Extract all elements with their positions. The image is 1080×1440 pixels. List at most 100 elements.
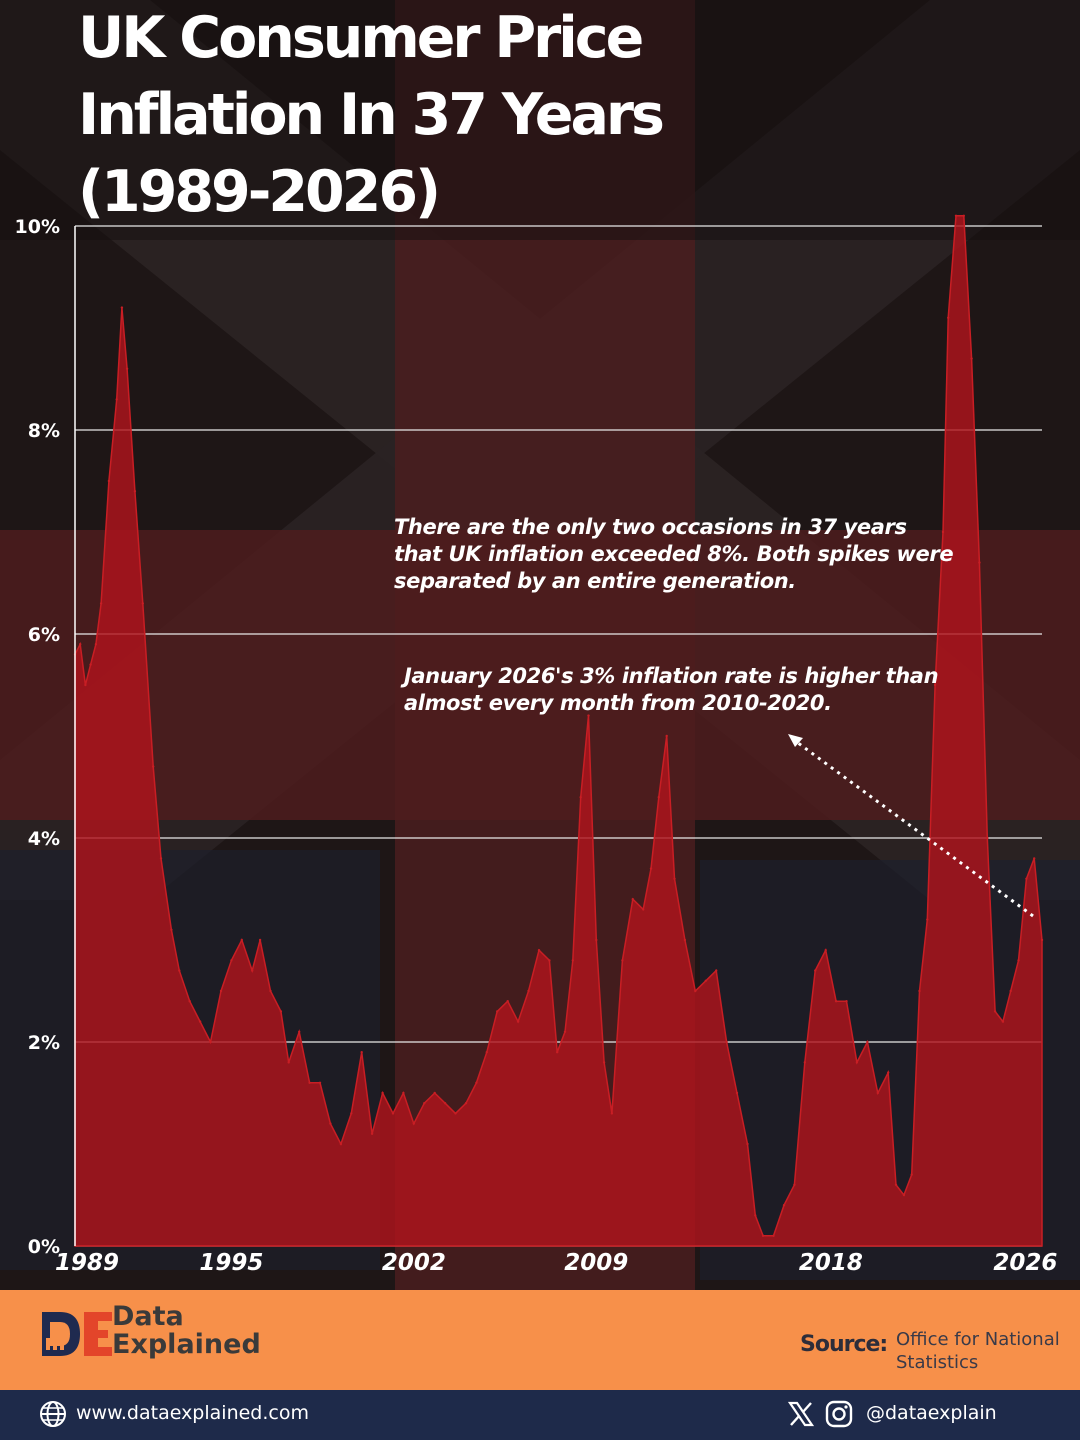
data-point (433, 1091, 436, 1095)
data-point (89, 663, 92, 666)
data-point (824, 949, 827, 952)
data-point (1009, 989, 1012, 993)
data-point (402, 1091, 405, 1095)
data-point (370, 1132, 374, 1136)
x-tick-label: 2026 (993, 1250, 1057, 1276)
data-point (814, 969, 817, 972)
website-link[interactable]: www.dataexplained.com (76, 1402, 309, 1424)
data-point (107, 479, 111, 483)
data-point (855, 1061, 859, 1064)
data-point (962, 214, 965, 217)
data-point (527, 989, 530, 993)
data-point (845, 1000, 848, 1003)
data-point (587, 714, 590, 717)
data-point (412, 1122, 415, 1125)
data-point (954, 214, 958, 217)
data-point (308, 1081, 311, 1085)
data-point (947, 316, 950, 319)
data-point (556, 1051, 559, 1054)
data-point (125, 367, 129, 370)
x-tick-labels: 1989 1995 2002 2009 2018 2026 (55, 1250, 1057, 1276)
data-point (1033, 857, 1036, 860)
y-tick-label: 10% (15, 216, 60, 238)
data-point (642, 908, 645, 911)
data-point (610, 1112, 614, 1115)
data-explained-logo-icon (42, 1312, 112, 1356)
footer-banner (0, 1290, 1080, 1390)
social-handle[interactable]: @dataexplain (866, 1402, 997, 1424)
data-point (631, 898, 634, 901)
data-point (761, 1234, 765, 1238)
data-point (159, 857, 163, 860)
data-point (1017, 959, 1020, 962)
data-point (941, 530, 945, 534)
data-point (665, 734, 668, 738)
data-point (318, 1081, 322, 1085)
data-point (876, 1091, 879, 1095)
data-point (178, 969, 181, 972)
data-point (475, 1081, 478, 1085)
x-tick-label: 1995 (199, 1250, 263, 1276)
data-point (1040, 938, 1044, 942)
x-tick-label: 2018 (799, 1250, 863, 1276)
data-point (793, 1183, 796, 1187)
data-point (209, 1040, 212, 1044)
data-point (725, 1040, 728, 1044)
data-point (133, 490, 137, 493)
data-point (360, 1051, 363, 1054)
data-point (754, 1214, 757, 1217)
data-point (329, 1122, 332, 1125)
area-series (73, 214, 1044, 1247)
data-point (657, 796, 660, 799)
data-point (454, 1112, 457, 1115)
data-point (649, 867, 653, 870)
globe-icon (40, 1401, 66, 1427)
data-point (887, 1071, 890, 1074)
data-point (170, 928, 173, 931)
data-point (423, 1102, 426, 1105)
data-point (910, 1173, 913, 1176)
data-point (563, 1030, 567, 1034)
data-point (537, 949, 541, 952)
data-point (258, 938, 262, 942)
data-point (735, 1091, 739, 1095)
data-point (381, 1091, 384, 1095)
data-point (579, 796, 582, 799)
data-point (443, 1102, 447, 1105)
data-point (704, 979, 707, 982)
data-point (516, 1020, 520, 1023)
data-point (902, 1193, 906, 1197)
y-tick-label: 2% (28, 1032, 60, 1054)
annotation-january-2026: January 2026's 3% inflation rate is high… (404, 664, 939, 715)
data-point (673, 877, 676, 880)
data-point (230, 959, 233, 962)
data-point (79, 643, 82, 646)
source-value: Office for National Statistics (896, 1329, 1060, 1373)
data-point (746, 1142, 749, 1146)
instagram-icon[interactable] (824, 1399, 854, 1429)
x-logo-icon[interactable] (786, 1399, 816, 1429)
y-tick-label: 4% (28, 828, 60, 850)
data-point (834, 1000, 838, 1003)
data-point (219, 989, 223, 993)
data-point (485, 1051, 488, 1054)
data-point (926, 918, 929, 921)
data-point (269, 989, 272, 993)
data-point (621, 959, 624, 962)
data-point (986, 836, 989, 840)
data-point (694, 989, 697, 993)
data-point (715, 969, 718, 972)
data-point (152, 765, 155, 768)
data-point (683, 938, 687, 942)
data-point (571, 959, 574, 962)
y-tick-label: 6% (28, 624, 60, 646)
x-tick-label: 2009 (564, 1250, 628, 1276)
y-tick-labels: 0% 2% 4% 6% 8% 10% (15, 216, 60, 1258)
data-point (287, 1061, 290, 1064)
data-point (933, 683, 937, 687)
data-point (188, 1000, 191, 1003)
y-tick-label: 0% (28, 1236, 60, 1258)
data-point (279, 1010, 283, 1013)
data-point (94, 643, 98, 646)
